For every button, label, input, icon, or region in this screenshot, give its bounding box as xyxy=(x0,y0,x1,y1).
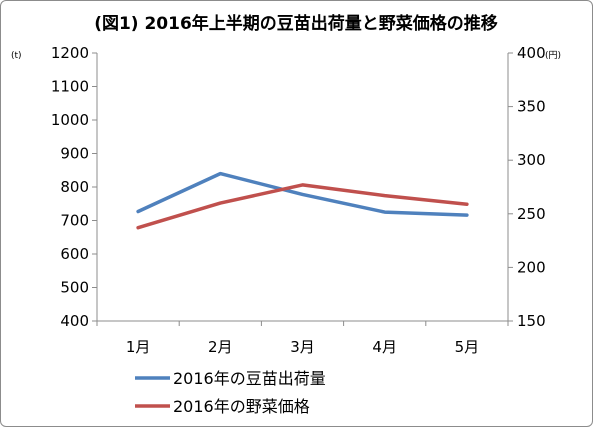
right-axis-unit: (円) xyxy=(545,50,561,61)
x-category-label: 2月 xyxy=(208,338,233,356)
left-tick-label: 1100 xyxy=(51,78,89,96)
right-tick-label: 300 xyxy=(517,151,546,169)
x-category-label: 5月 xyxy=(455,338,480,356)
left-tick-label: 800 xyxy=(60,178,89,196)
x-category-label: 4月 xyxy=(372,338,397,356)
left-tick-label: 500 xyxy=(60,279,89,297)
right-tick-label: 200 xyxy=(517,258,546,276)
legend-label-2: 2016年の野菜価格 xyxy=(173,397,310,416)
left-tick-label: 700 xyxy=(60,212,89,230)
left-tick-label: 1200 xyxy=(51,44,89,62)
left-tick-label: 900 xyxy=(60,145,89,163)
right-tick-label: 400 xyxy=(517,44,546,62)
left-tick-label: 1000 xyxy=(51,111,89,129)
right-tick-label: 150 xyxy=(517,312,546,330)
tick-labels: 400 500 600 700 800 900 1000 1100 1200 150 200 250 3… xyxy=(51,44,546,356)
right-tick-label: 350 xyxy=(517,98,546,116)
left-axis-unit: (t) xyxy=(11,51,22,61)
x-category-label: 3月 xyxy=(290,338,315,356)
axes xyxy=(92,52,513,326)
legend: 2016年の豆苗出荷量 2016年の野菜価格 xyxy=(135,369,326,416)
left-tick-label: 400 xyxy=(60,312,89,330)
series-line-1 xyxy=(136,171,469,217)
x-category-label: 1月 xyxy=(126,338,151,356)
right-tick-label: 250 xyxy=(517,205,546,223)
series-lines xyxy=(136,171,469,230)
left-tick-label: 600 xyxy=(60,245,89,263)
legend-label-1: 2016年の豆苗出荷量 xyxy=(173,369,326,388)
series-line-2 xyxy=(136,183,469,230)
chart-title: (図1) 2016年上半期の豆苗出荷量と野菜価格の推移 xyxy=(94,13,498,34)
